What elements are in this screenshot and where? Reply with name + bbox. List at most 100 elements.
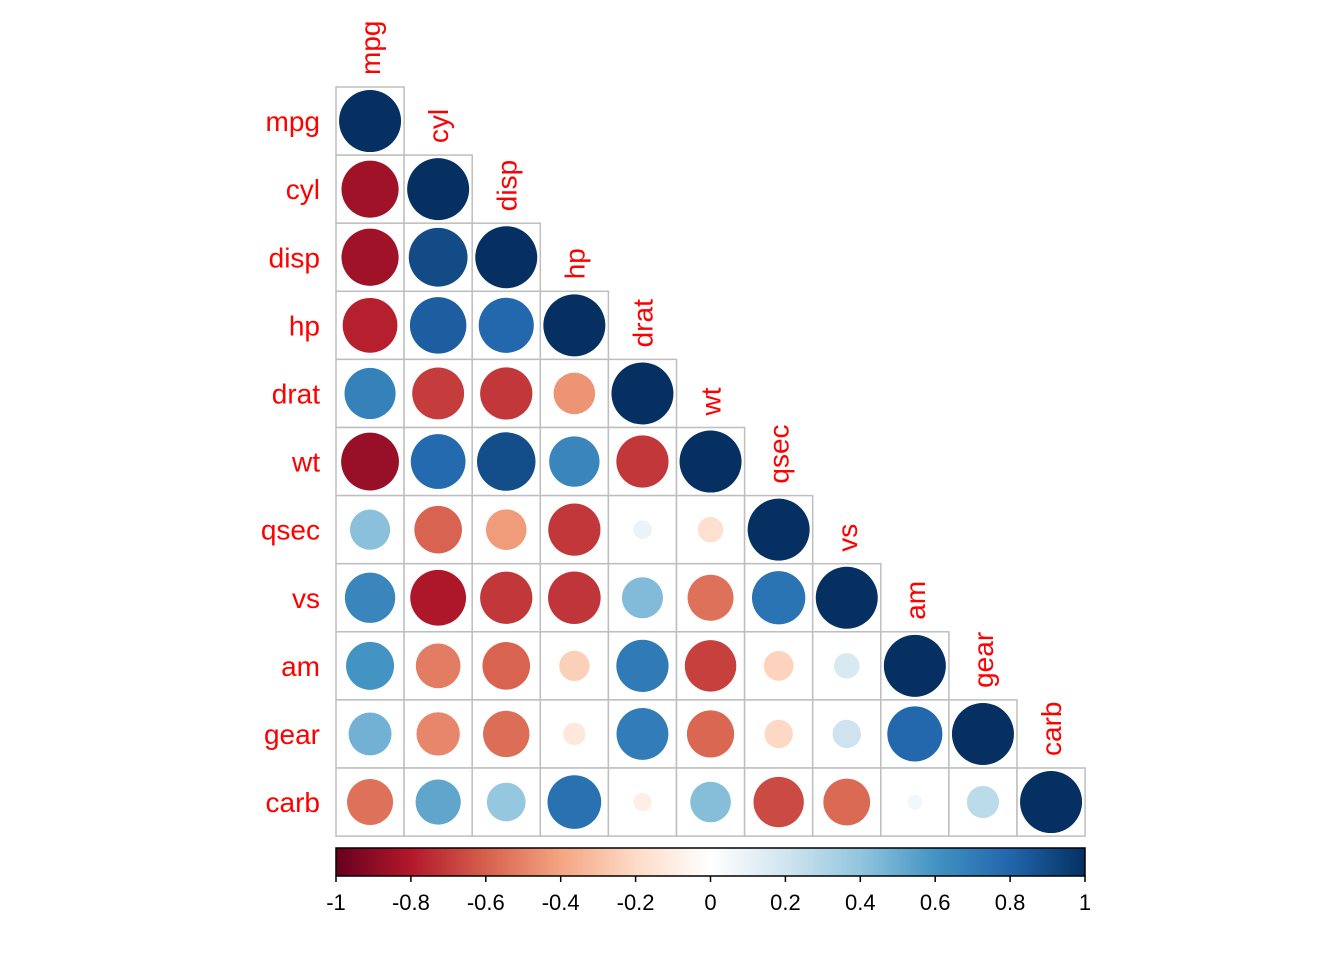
circle-am-cyl (415, 643, 461, 689)
circle-gear-qsec (764, 719, 793, 749)
correlation-circles (339, 90, 1083, 834)
column-label-gear: gear (968, 632, 999, 688)
circle-carb-hp (547, 775, 602, 829)
colorbar (335, 847, 1086, 877)
circle-qsec-wt (697, 516, 724, 543)
circle-qsec-cyl (414, 505, 462, 554)
column-label-qsec: qsec (764, 424, 795, 483)
colorbar-tick-label: 1 (1079, 890, 1091, 915)
circle-hp-mpg (342, 297, 398, 353)
colorbar-tick-label: -0.2 (617, 890, 655, 915)
column-label-wt: wt (696, 387, 727, 416)
circle-drat-drat (611, 362, 674, 425)
circle-drat-disp (480, 367, 533, 420)
row-label-gear: gear (264, 719, 320, 750)
circle-am-wt (684, 640, 737, 692)
circle-am-am (883, 634, 946, 697)
circle-qsec-disp (485, 509, 527, 550)
circle-am-drat (616, 639, 669, 692)
circle-carb-mpg (347, 779, 394, 826)
circle-wt-drat (616, 435, 669, 488)
circle-carb-gear (966, 785, 1000, 819)
circle-gear-mpg (348, 712, 392, 756)
colorbar-tick-label: -0.6 (467, 890, 505, 915)
circle-gear-gear (951, 702, 1014, 765)
column-label-cyl: cyl (423, 109, 454, 143)
circle-carb-drat (633, 792, 652, 812)
circle-hp-disp (478, 297, 534, 353)
circle-gear-cyl (416, 712, 460, 756)
row-label-am: am (281, 651, 320, 682)
colorbar-gradient (335, 847, 1086, 877)
cell-qsec-mpg (335, 494, 405, 565)
colorbar-tick-label: 0.4 (845, 890, 876, 915)
circle-carb-disp (486, 782, 526, 822)
circle-vs-hp (548, 571, 601, 625)
circle-qsec-mpg (349, 509, 391, 550)
row-labels: mpg cyl disp hp drat wt qsec vs am gear carb (261, 106, 320, 818)
circle-wt-mpg (341, 432, 399, 491)
circle-carb-carb (1020, 771, 1083, 834)
circle-drat-hp (553, 372, 596, 415)
colorbar-tick-label: 0 (704, 890, 716, 915)
colorbar-tick-label: -0.8 (392, 890, 430, 915)
circle-vs-vs (815, 566, 878, 629)
circle-wt-hp (549, 436, 600, 487)
circle-am-qsec (763, 650, 794, 681)
circle-disp-disp (475, 226, 538, 289)
circle-wt-cyl (410, 434, 466, 489)
colorbar-tick-label: -1 (326, 890, 346, 915)
circle-am-hp (559, 650, 590, 682)
circle-qsec-hp (548, 503, 601, 556)
circle-drat-cyl (412, 367, 465, 420)
colorbar-tick-label: 0.2 (770, 890, 801, 915)
row-label-hp: hp (289, 310, 320, 341)
circle-cyl-cyl (407, 158, 470, 221)
row-label-drat: drat (272, 378, 320, 409)
circle-hp-hp (543, 294, 606, 357)
column-label-mpg: mpg (355, 21, 386, 75)
circle-gear-am (887, 706, 943, 762)
circle-vs-mpg (344, 572, 396, 623)
circle-carb-wt (690, 781, 731, 823)
row-label-carb: carb (266, 787, 320, 818)
circle-mpg-mpg (339, 90, 402, 153)
circle-cyl-mpg (341, 160, 399, 218)
circle-am-vs (833, 653, 860, 679)
circle-am-disp (482, 642, 531, 690)
row-label-vs: vs (292, 583, 320, 614)
circle-gear-wt (686, 710, 735, 758)
cell-drat-hp (539, 358, 610, 429)
circle-drat-mpg (344, 367, 396, 420)
circle-carb-cyl (415, 779, 461, 825)
row-label-qsec: qsec (261, 515, 320, 546)
circle-disp-cyl (408, 227, 468, 287)
colorbar-tick-label: -0.4 (542, 890, 580, 915)
circle-vs-wt (687, 574, 734, 621)
column-label-am: am (900, 581, 931, 620)
colorbar-tick-label: 0.8 (995, 890, 1026, 915)
circle-gear-drat (616, 708, 669, 760)
circle-wt-wt (679, 430, 742, 493)
circle-qsec-drat (633, 520, 652, 539)
row-label-disp: disp (269, 242, 320, 273)
circle-am-mpg (346, 641, 395, 690)
row-label-mpg: mpg (266, 106, 320, 137)
column-label-hp: hp (559, 248, 590, 279)
column-label-disp: disp (491, 160, 522, 211)
circle-gear-hp (563, 722, 586, 746)
column-label-drat: drat (627, 299, 658, 347)
circle-qsec-qsec (747, 498, 810, 561)
circle-gear-vs (832, 719, 861, 749)
row-label-wt: wt (291, 447, 320, 478)
colorbar-ticks: -1 -0.8 -0.6 -0.4 -0.2 0 0.2 0.4 0.6 0.8 1 (326, 876, 1091, 915)
circle-gear-disp (483, 710, 530, 758)
circle-vs-disp (480, 571, 533, 624)
circle-wt-disp (477, 432, 536, 491)
circle-hp-cyl (409, 297, 467, 354)
circle-carb-vs (823, 778, 871, 826)
column-labels: mpg cyl disp hp drat wt qsec vs am gear carb (355, 21, 1067, 756)
column-label-vs: vs (832, 524, 863, 552)
row-label-cyl: cyl (286, 174, 320, 205)
